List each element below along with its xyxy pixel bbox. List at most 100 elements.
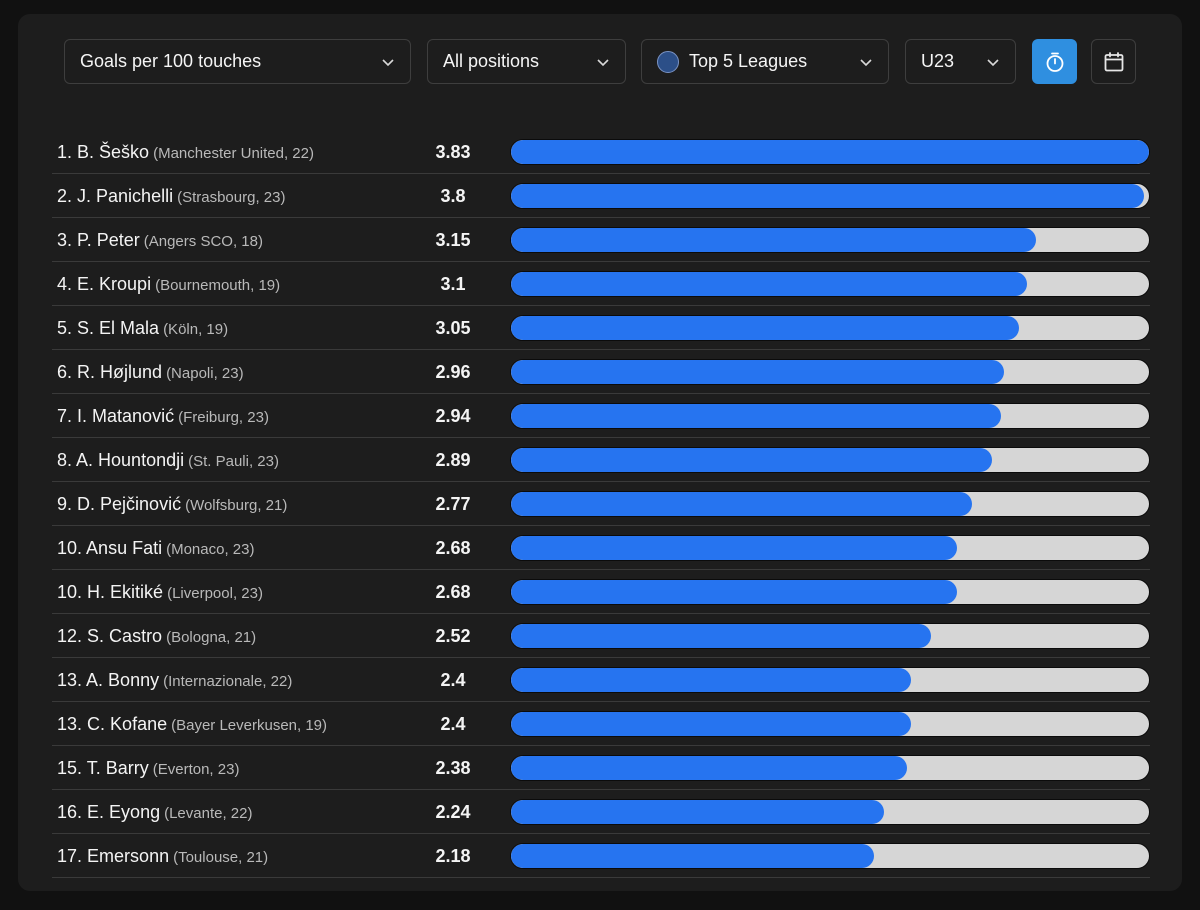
value-bar-fill [511,448,993,472]
value-bar-track [510,271,1150,297]
player-name: H. Ekitiké [87,582,164,602]
player-value: 2.89 [435,450,471,470]
player-rank: 10. [57,538,83,558]
player-name-cell: 10. H. Ekitiké (Liverpool, 23) [57,570,263,614]
player-club-age: (Napoli, 23) [166,365,244,382]
player-row[interactable]: 9. D. Pejčinović (Wolfsburg, 21) 2.77 [52,482,1150,526]
player-name-cell: 16. E. Eyong (Levante, 22) [57,790,252,834]
player-club-age: (Freiburg, 23) [178,409,269,426]
player-club-age: (Strasbourg, 23) [177,189,286,206]
value-bar-fill [511,800,885,824]
player-ranking-list: 1. B. Šeško (Manchester United, 22) 3.83 2.… [52,130,1150,878]
player-row[interactable]: 3. P. Peter (Angers SCO, 18) 3.15 [52,218,1150,262]
player-name: B. Šeško [77,142,150,162]
globe-icon [657,50,679,73]
player-club-age: (Toulouse, 21) [173,849,269,866]
player-club-age: (Angers SCO, 18) [143,233,263,250]
player-value: 3.8 [440,186,466,206]
value-bar-fill [511,360,1005,384]
player-value: 2.96 [435,362,471,382]
player-name-cell: 6. R. Højlund (Napoli, 23) [57,350,244,394]
value-bar-track [510,623,1150,649]
position-select[interactable]: All positions [427,39,626,84]
player-club-age: (Manchester United, 22) [153,145,314,162]
player-row[interactable]: 16. E. Eyong (Levante, 22) 2.24 [52,790,1150,834]
player-club-age: (Monaco, 23) [166,541,255,558]
player-row[interactable]: 15. T. Barry (Everton, 23) 2.38 [52,746,1150,790]
player-name: R. Højlund [77,362,163,382]
player-row[interactable]: 12. S. Castro (Bologna, 21) 2.52 [52,614,1150,658]
player-name-cell: 13. C. Kofane (Bayer Leverkusen, 19) [57,702,327,746]
player-name: D. Pejčinović [77,494,182,514]
stopwatch-icon [1046,52,1063,72]
player-row[interactable]: 13. C. Kofane (Bayer Leverkusen, 19) 2.4 [52,702,1150,746]
player-name: I. Matanović [77,406,175,426]
metric-select[interactable]: Goals per 100 touches [64,39,411,84]
player-rank: 12. [57,626,83,646]
player-rank: 16. [57,802,83,822]
timer-toggle-button[interactable] [1032,39,1077,84]
player-name: C. Kofane [87,714,168,734]
player-name: E. Eyong [87,802,161,822]
player-name: P. Peter [77,230,140,250]
value-bar-track [510,579,1150,605]
player-value: 2.24 [435,802,471,822]
player-club-age: (Everton, 23) [152,761,240,778]
player-row[interactable]: 8. A. Hountondji (St. Pauli, 23) 2.89 [52,438,1150,482]
age-select[interactable]: U23 [905,39,1016,84]
metric-select-value: Goals per 100 touches [80,51,262,71]
player-name: Emersonn [87,846,170,866]
player-row[interactable]: 10. Ansu Fati (Monaco, 23) 2.68 [52,526,1150,570]
value-bar-fill [511,756,908,780]
player-row[interactable]: 13. A. Bonny (Internazionale, 22) 2.4 [52,658,1150,702]
value-bar-fill [511,536,958,560]
player-name-cell: 12. S. Castro (Bologna, 21) [57,614,256,658]
player-club-age: (Bologna, 21) [166,629,257,646]
player-row[interactable]: 10. H. Ekitiké (Liverpool, 23) 2.68 [52,570,1150,614]
value-bar-track [510,491,1150,517]
player-row[interactable]: 4. E. Kroupi (Bournemouth, 19) 3.1 [52,262,1150,306]
player-club-age: (Bournemouth, 19) [155,277,281,294]
player-name: Ansu Fati [86,538,163,558]
player-value: 2.68 [435,582,471,602]
player-rank: 13. [57,670,83,690]
player-name-cell: 9. D. Pejčinović (Wolfsburg, 21) [57,482,287,526]
player-rank: 4. [57,274,73,294]
player-club-age: (Internazionale, 22) [163,673,293,690]
player-row[interactable]: 6. R. Højlund (Napoli, 23) 2.96 [52,350,1150,394]
player-name-cell: 10. Ansu Fati (Monaco, 23) [57,526,254,570]
value-bar-fill [511,580,958,604]
value-bar-track [510,843,1150,869]
value-bar-fill [511,404,1001,428]
value-bar-fill [511,844,875,868]
player-name: S. El Mala [77,318,160,338]
player-name-cell: 4. E. Kroupi (Bournemouth, 19) [57,262,280,306]
competition-select[interactable]: Top 5 Leagues [641,39,889,84]
player-rank: 3. [57,230,73,250]
player-row[interactable]: 1. B. Šeško (Manchester United, 22) 3.83 [52,130,1150,174]
value-bar-track [510,799,1150,825]
value-bar-fill [511,316,1020,340]
player-club-age: (St. Pauli, 23) [188,453,279,470]
player-value: 2.77 [435,494,471,514]
player-rank: 15. [57,758,83,778]
player-name: J. Panichelli [77,186,174,206]
player-value: 3.83 [435,142,471,162]
player-club-age: (Levante, 22) [164,805,253,822]
player-row[interactable]: 2. J. Panichelli (Strasbourg, 23) 3.8 [52,174,1150,218]
player-club-age: (Köln, 19) [163,321,229,338]
player-value: 2.94 [435,406,471,426]
value-bar-fill [511,228,1036,252]
chevron-down-icon [860,58,872,66]
value-bar-track [510,755,1150,781]
player-row[interactable]: 7. I. Matanović (Freiburg, 23) 2.94 [52,394,1150,438]
player-rank: 7. [57,406,73,426]
player-value: 2.52 [435,626,471,646]
player-row[interactable]: 5. S. El Mala (Köln, 19) 3.05 [52,306,1150,350]
value-bar-fill [511,140,1149,164]
calendar-button[interactable] [1091,39,1136,84]
value-bar-fill [511,492,973,516]
player-rank: 1. [57,142,73,162]
player-row[interactable]: 17. Emersonn (Toulouse, 21) 2.18 [52,834,1150,878]
value-bar-track [510,227,1150,253]
